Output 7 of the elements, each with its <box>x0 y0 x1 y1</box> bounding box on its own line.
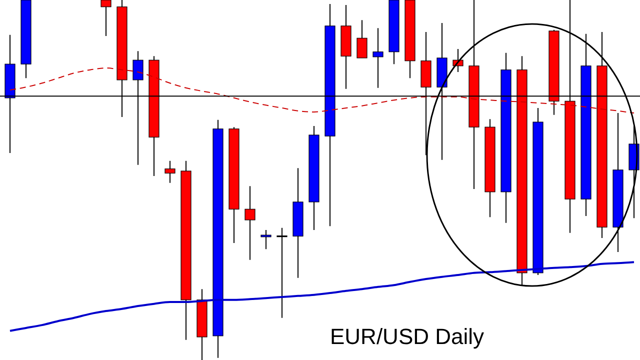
candlestick <box>244 186 256 260</box>
candlestick <box>276 227 288 318</box>
candlestick <box>100 0 112 36</box>
candlestick <box>372 28 384 88</box>
candlestick <box>164 160 176 184</box>
candlestick <box>356 20 368 58</box>
text: EUR/USD Daily <box>330 324 484 350</box>
